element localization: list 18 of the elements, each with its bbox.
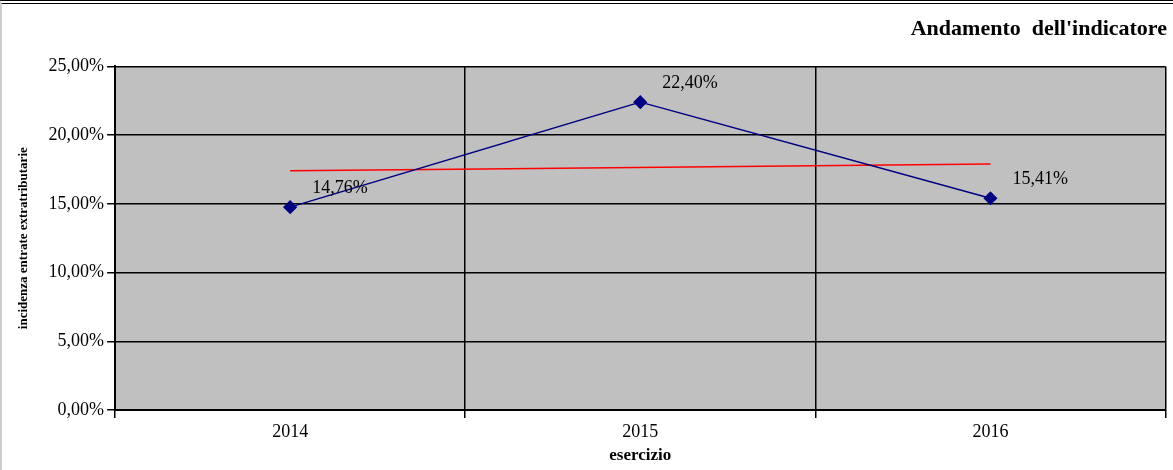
chart-title: Andamento dell'indicatore [910,14,1168,40]
y-tick-label: 20,00% [48,123,105,144]
y-tick-label: 0,00% [57,398,105,419]
y-tick-label: 25,00% [48,55,105,76]
x-tick-label: 2015 [622,420,659,441]
x-axis-title: esercizio [609,445,672,465]
y-tick-label: 10,00% [48,261,105,282]
point [283,200,297,214]
x-tick-label: 2014 [272,420,309,441]
data-label: 14,76% [312,176,368,197]
y-tick-label: 5,00% [57,330,105,351]
point [633,95,648,109]
data-label: 15,41% [1012,167,1068,188]
point [983,191,998,205]
y-tick-label: 15,00% [48,192,105,213]
data-label: 22,40% [662,71,718,92]
y-axis-title: incidenza entrate extratributarie [15,147,31,330]
x-tick-label: 2016 [972,420,1009,441]
